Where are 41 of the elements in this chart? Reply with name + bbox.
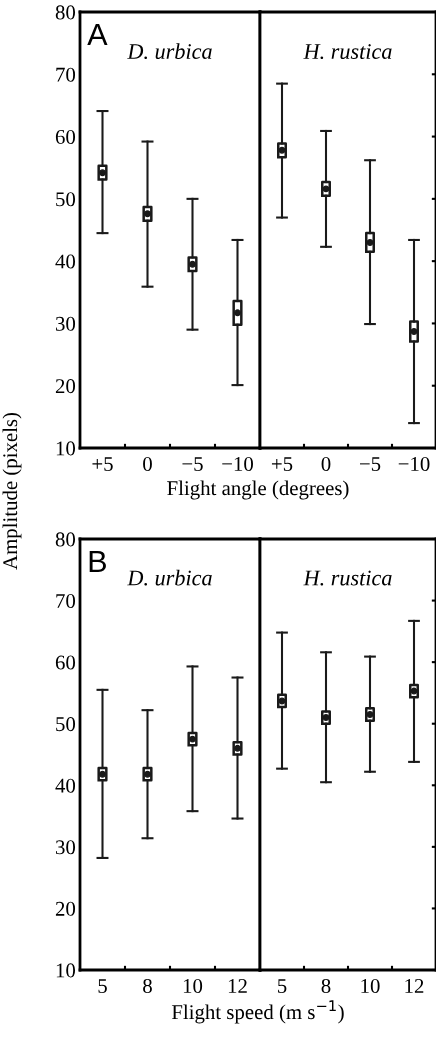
y-tick-label: 10 — [56, 441, 76, 456]
text: D. urbica — [127, 43, 212, 60]
x-tick-label: 10 — [183, 978, 203, 993]
x-tick-label: 8 — [321, 978, 331, 993]
y-tick-label: 70 — [56, 67, 76, 82]
y-tick-label: 30 — [56, 840, 76, 855]
annotation: A — [87, 24, 108, 46]
y-tick-label: 80 — [55, 5, 76, 20]
y-tick-label: 20 — [55, 901, 76, 916]
annotation: B — [89, 550, 106, 572]
text: H. rustica — [303, 570, 392, 586]
y-tick-label: 20 — [55, 379, 76, 394]
y-tick-label: 60 — [55, 129, 76, 144]
x-tick-label: −5 — [359, 457, 381, 471]
x-tick-label: 0 — [321, 456, 331, 471]
x-tick-label: 5 — [278, 979, 287, 993]
y-tick-label: 50 — [56, 192, 76, 207]
y-tick-label: 70 — [56, 593, 76, 608]
y-tick-label: 10 — [56, 963, 76, 978]
y-axis-title: Amplitude (pixels) — [2, 412, 22, 570]
y-tick-label: 40 — [55, 254, 76, 269]
y-tick-label: 50 — [56, 717, 76, 732]
y-tick-label: 30 — [56, 316, 76, 331]
x-axis-title: Flight speed (m s$^{−1}$) — [171, 1000, 344, 1024]
x-tick-label: −5 — [182, 457, 203, 471]
x-tick-label: 10 — [361, 978, 380, 993]
x-tick-label: 8 — [143, 978, 152, 993]
x-tick-label: −10 — [398, 456, 430, 471]
text: D. urbica — [127, 569, 212, 586]
x-tick-label: −10 — [222, 456, 253, 471]
y-tick-label: 80 — [55, 532, 76, 547]
x-tick-label: 5 — [98, 979, 107, 993]
y-tick-label: 60 — [55, 655, 76, 670]
x-tick-label: +5 — [271, 457, 293, 471]
x-tick-label: 12 — [405, 978, 424, 993]
x-tick-label: 0 — [143, 456, 152, 471]
x-tick-label: 12 — [228, 978, 247, 993]
text: H. rustica — [303, 44, 392, 60]
x-axis-title: Flight angle (degrees) — [167, 480, 349, 500]
x-tick-label: +5 — [92, 457, 113, 471]
y-tick-label: 40 — [55, 778, 76, 793]
